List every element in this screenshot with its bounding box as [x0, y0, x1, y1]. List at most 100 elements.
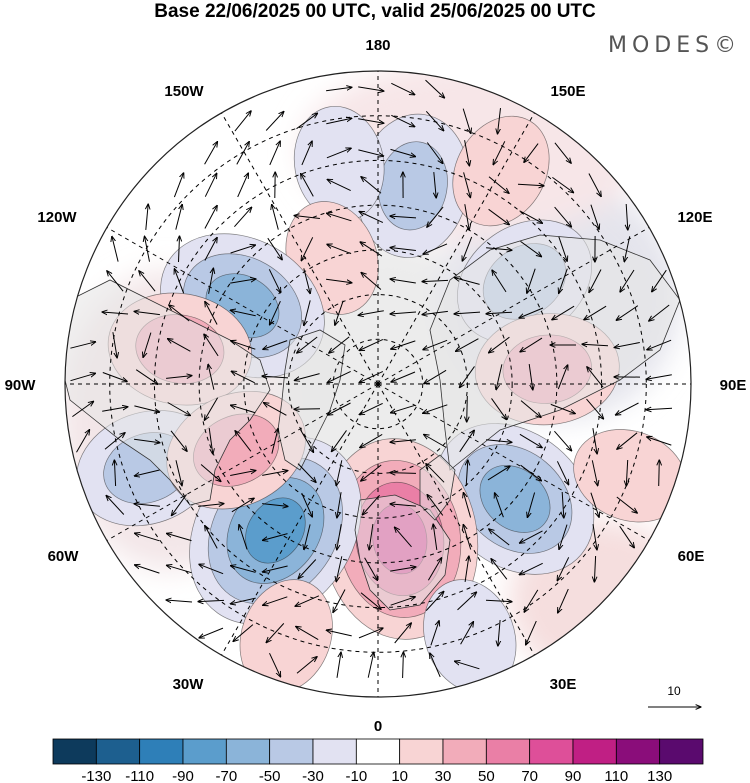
wind-vector — [520, 400, 541, 418]
wind-vector — [624, 236, 631, 261]
wind-vector — [486, 248, 512, 250]
wind-vector — [559, 268, 568, 294]
wind-vector — [301, 141, 312, 166]
wind-vector — [231, 371, 255, 384]
wind-vector — [552, 176, 573, 192]
wind-vector — [454, 312, 481, 314]
wind-vector — [582, 344, 609, 346]
wind-vector — [554, 142, 571, 163]
wind-vector — [489, 529, 510, 546]
wind-vector — [336, 460, 343, 485]
wind-vector — [391, 404, 416, 413]
wind-vector — [390, 504, 417, 506]
wind-vector — [360, 592, 381, 610]
wind-vector — [296, 657, 317, 674]
colorbar — [52, 738, 704, 765]
wind-vector — [204, 173, 216, 197]
wind-vector — [390, 248, 416, 251]
wind-vector — [620, 269, 635, 292]
wind-vector — [337, 492, 342, 518]
wind-vector — [301, 174, 314, 197]
colorbar-segment — [182, 738, 227, 765]
wind-vector — [463, 525, 472, 550]
colorbar-tick-label: -10 — [345, 768, 367, 783]
wind-vector — [173, 173, 183, 198]
wind-vector — [493, 141, 506, 164]
wind-vector — [271, 428, 278, 454]
colorbar-segment — [442, 738, 487, 765]
wind-vector — [647, 339, 672, 350]
wind-vector — [264, 403, 287, 416]
wind-vector — [298, 559, 317, 579]
lon-label-150w: 150W — [164, 83, 204, 100]
wind-vector — [326, 118, 351, 125]
wind-vector-layer — [70, 79, 673, 678]
wind-vector — [426, 464, 445, 483]
wind-vector — [231, 405, 256, 414]
wind-vector — [367, 652, 374, 678]
wind-vector — [425, 110, 443, 130]
wind-vector — [230, 310, 256, 317]
wind-vector — [231, 566, 256, 573]
wind-vector — [359, 402, 383, 414]
wind-vector — [327, 213, 352, 222]
wind-vector — [297, 336, 318, 353]
wind-vector — [652, 269, 667, 292]
wind-vector — [336, 556, 343, 581]
wind-vector — [327, 370, 351, 382]
wind-vector — [262, 565, 288, 572]
wind-vector — [390, 440, 416, 442]
wind-vector — [205, 302, 218, 325]
wind-vector — [616, 305, 639, 321]
wind-vector — [175, 204, 182, 230]
wind-vector — [234, 111, 251, 132]
wind-vector — [519, 210, 543, 223]
wind-vector — [204, 334, 219, 357]
lon-label-30e: 30E — [550, 676, 577, 693]
wind-vector — [588, 173, 601, 197]
wind-vector — [528, 364, 533, 390]
wind-vector — [649, 304, 670, 321]
wind-vector — [590, 492, 599, 518]
wind-vector — [456, 338, 479, 352]
wind-vector — [647, 437, 672, 446]
colorbar-tick-label: 50 — [478, 768, 495, 783]
wind-vector — [457, 592, 477, 611]
wind-vector — [552, 305, 575, 320]
wind-vector — [527, 268, 536, 294]
lon-label-30w: 30W — [173, 676, 205, 693]
wind-vector — [496, 364, 503, 389]
wind-vector — [134, 405, 159, 412]
wind-vector — [208, 268, 214, 294]
colorbar-tick-label: 70 — [521, 768, 538, 783]
wind-vector — [72, 401, 93, 418]
wind-vector — [558, 588, 569, 613]
wind-vector — [526, 620, 537, 645]
wind-vector — [134, 438, 160, 442]
wind-vector — [301, 492, 313, 517]
wind-vector — [464, 556, 469, 582]
wind-vector — [519, 307, 544, 318]
wind-vector — [167, 565, 192, 574]
wind-vector — [463, 493, 472, 518]
lon-label-150e: 150E — [550, 83, 585, 100]
wind-vector — [433, 524, 438, 550]
wind-vector — [554, 206, 572, 227]
wind-vector — [199, 627, 224, 638]
wind-vector — [301, 237, 314, 260]
colorbar-segment — [139, 738, 184, 765]
wind-vector — [294, 373, 320, 381]
wind-vector — [204, 206, 217, 229]
wind-vector — [134, 504, 160, 506]
wind-vector — [454, 278, 480, 285]
wind-vector — [659, 460, 660, 487]
parallel-circle — [198, 204, 558, 564]
wind-vector — [422, 280, 449, 281]
map-boundary — [64, 70, 692, 698]
wind-vector — [139, 271, 156, 292]
wind-vector — [332, 430, 347, 451]
wind-vector — [646, 408, 673, 409]
wind-vector — [200, 464, 221, 482]
wind-vector — [520, 530, 543, 543]
